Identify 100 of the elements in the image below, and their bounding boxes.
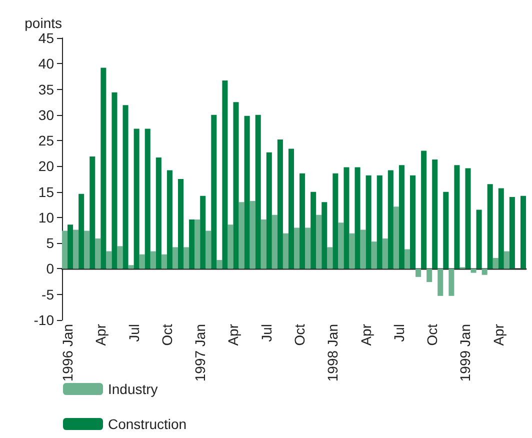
bar xyxy=(454,165,460,269)
bar xyxy=(322,202,328,269)
bar xyxy=(150,251,156,269)
bar xyxy=(128,265,134,269)
bar xyxy=(300,173,306,269)
bar xyxy=(421,150,427,269)
bar xyxy=(354,167,360,269)
bar xyxy=(161,254,167,269)
bar xyxy=(233,102,239,269)
y-tick-label: 0 xyxy=(46,260,54,277)
legend-label: Industry xyxy=(108,381,158,397)
bar xyxy=(282,233,288,269)
bar xyxy=(172,247,178,269)
bar xyxy=(112,92,118,269)
bar xyxy=(426,268,432,282)
x-tick-label: Oct xyxy=(158,324,175,346)
bar xyxy=(266,152,272,269)
bar xyxy=(388,170,394,269)
y-tick-label: 45 xyxy=(38,30,54,46)
bar xyxy=(189,220,195,269)
bar xyxy=(393,206,399,269)
x-tick-label: Apr xyxy=(92,324,109,346)
bar xyxy=(294,228,300,269)
bar xyxy=(476,210,482,269)
x-tick-label: Apr xyxy=(490,324,506,346)
y-tick-label: -10 xyxy=(34,312,54,328)
bar xyxy=(84,230,90,269)
x-tick-label: 1997 Jan xyxy=(192,324,208,382)
bar xyxy=(100,68,106,269)
bar xyxy=(62,230,68,269)
bar xyxy=(349,233,355,269)
bar xyxy=(106,251,112,269)
bar xyxy=(178,179,184,269)
bar xyxy=(487,184,493,269)
y-axis-title: points xyxy=(24,15,62,31)
x-tick-label: Jul xyxy=(390,324,407,342)
bar xyxy=(117,246,123,269)
bar xyxy=(228,224,234,269)
bar xyxy=(382,238,388,269)
y-tick-label: 5 xyxy=(46,235,54,252)
y-tick-label: 35 xyxy=(38,81,54,98)
bar xyxy=(504,251,510,269)
bar xyxy=(144,128,150,269)
x-tick-label: Apr xyxy=(358,324,374,346)
bar xyxy=(310,192,316,269)
bar xyxy=(305,228,311,269)
x-tick-label: Apr xyxy=(225,324,242,346)
bar xyxy=(277,140,283,269)
bar xyxy=(216,260,222,269)
bar xyxy=(255,114,261,269)
bar xyxy=(410,175,416,269)
y-tick-label: -5 xyxy=(42,286,54,302)
bar xyxy=(498,188,504,269)
bar xyxy=(338,222,344,269)
bar xyxy=(122,105,128,269)
bar xyxy=(465,168,471,269)
bar xyxy=(432,160,438,269)
bar xyxy=(327,247,333,269)
bar xyxy=(360,230,366,269)
x-tick-label: 1999 Jan xyxy=(457,324,474,382)
y-tick-label: 40 xyxy=(38,56,54,72)
bar xyxy=(156,157,162,269)
bar xyxy=(371,242,377,269)
bar xyxy=(238,202,244,269)
bar xyxy=(260,220,266,269)
bar xyxy=(250,201,256,269)
bar xyxy=(194,220,200,269)
bar xyxy=(470,268,476,273)
bar xyxy=(448,268,454,296)
bar xyxy=(482,268,488,275)
bar xyxy=(404,249,410,269)
bar xyxy=(222,80,228,269)
bar xyxy=(438,268,444,296)
bar xyxy=(344,167,350,269)
bar xyxy=(68,224,74,269)
x-tick-label: Jul xyxy=(258,324,274,342)
bar xyxy=(95,238,101,269)
bar xyxy=(139,254,145,269)
bar xyxy=(211,114,217,269)
bar xyxy=(520,196,526,269)
bar xyxy=(332,173,338,269)
legend-label: Construction xyxy=(108,416,187,432)
x-tick-label: 1998 Jan xyxy=(324,324,341,382)
bar xyxy=(492,258,498,269)
bar xyxy=(416,268,422,277)
y-tick-label: 30 xyxy=(38,106,54,123)
x-tick-label: Jul xyxy=(126,324,142,342)
y-tick-label: 20 xyxy=(38,158,54,174)
bar xyxy=(73,230,79,269)
bar xyxy=(509,196,515,269)
bar xyxy=(244,116,250,269)
bar xyxy=(316,214,322,269)
x-tick-label: 1996 Jan xyxy=(60,324,76,382)
bar xyxy=(78,194,84,269)
bar xyxy=(443,192,449,269)
bar xyxy=(376,175,382,269)
y-tick-label: 25 xyxy=(38,132,54,149)
bar xyxy=(288,148,294,269)
bar xyxy=(90,156,96,269)
bar xyxy=(398,165,404,269)
